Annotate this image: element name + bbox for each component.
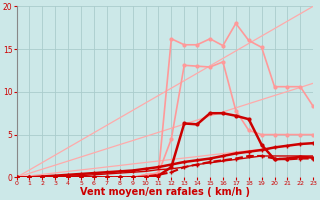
X-axis label: Vent moyen/en rafales ( km/h ): Vent moyen/en rafales ( km/h ) <box>80 187 250 197</box>
